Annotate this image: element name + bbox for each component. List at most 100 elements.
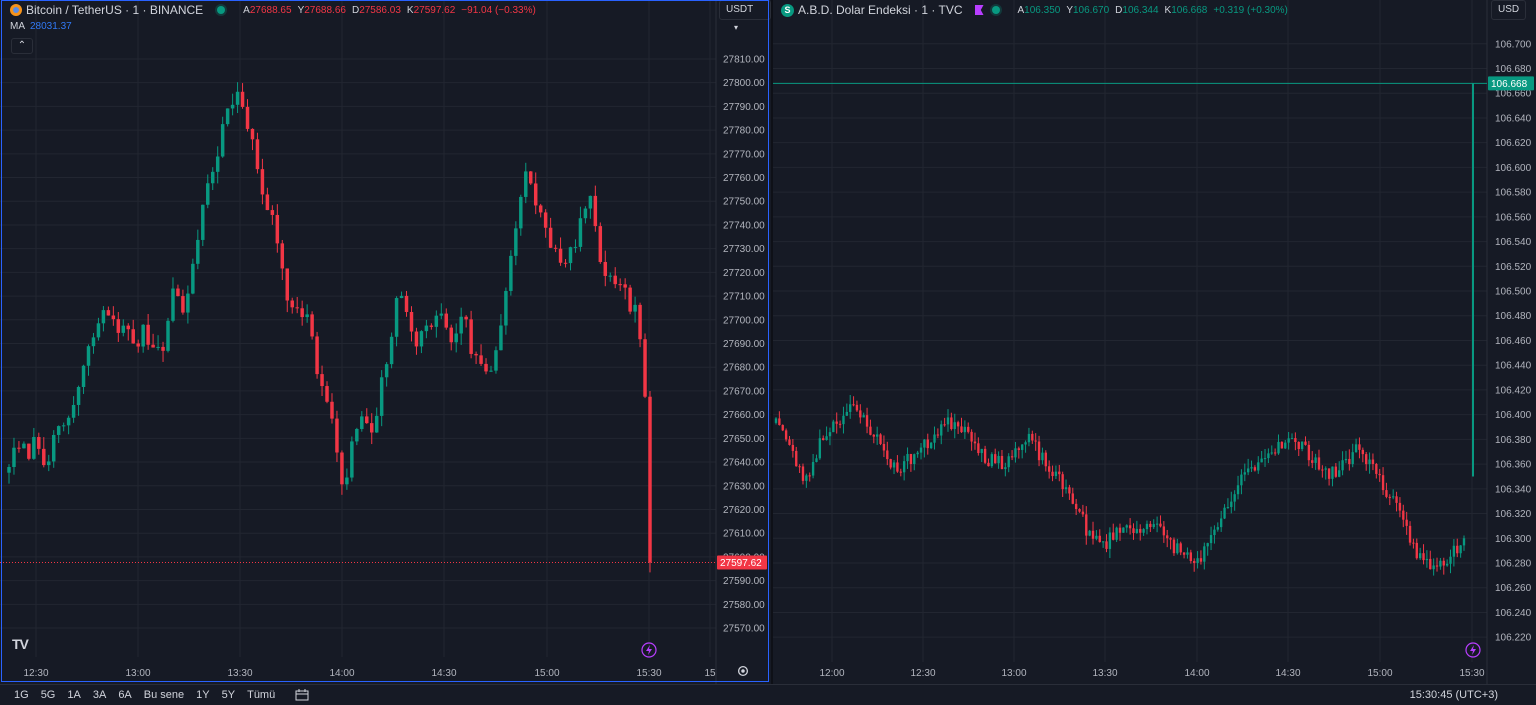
candle-body[interactable] (1064, 487, 1068, 490)
pane-divider[interactable] (771, 0, 773, 684)
candle-body[interactable] (1206, 543, 1209, 547)
candle-body[interactable] (1246, 468, 1250, 473)
candle-body[interactable] (1037, 441, 1041, 461)
calendar-goto-date-icon[interactable] (295, 689, 309, 701)
candle-body[interactable] (940, 424, 943, 436)
candle-body[interactable] (136, 343, 140, 347)
candle-body[interactable] (855, 404, 859, 411)
candle-body[interactable] (161, 346, 165, 351)
candle-body[interactable] (1277, 441, 1280, 454)
candle-body[interactable] (1327, 468, 1331, 479)
candle-body[interactable] (459, 316, 463, 334)
candle-body[interactable] (191, 263, 195, 294)
candle-body[interactable] (1273, 452, 1277, 454)
candle-body[interactable] (439, 313, 444, 316)
candle-body[interactable] (131, 329, 135, 344)
tradingview-logo[interactable]: TV (12, 636, 29, 652)
candle-body[interactable] (230, 104, 235, 109)
candle-body[interactable] (628, 287, 632, 312)
candle-body[interactable] (913, 454, 916, 465)
candle-body[interactable] (1280, 441, 1284, 449)
candle-body[interactable] (578, 218, 583, 247)
candle-body[interactable] (1074, 503, 1078, 509)
candle-body[interactable] (865, 415, 869, 427)
candle-body[interactable] (842, 415, 845, 425)
candle-body[interactable] (1078, 508, 1081, 512)
candle-body[interactable] (1058, 471, 1061, 475)
range-button-5y[interactable]: 5Y (221, 689, 236, 701)
range-button-1a[interactable]: 1A (67, 689, 81, 701)
candle-body[interactable] (96, 323, 101, 338)
candle-body[interactable] (1425, 558, 1429, 561)
candle-body[interactable] (1405, 519, 1408, 526)
candle-body[interactable] (1122, 527, 1125, 533)
candle-body[interactable] (784, 430, 788, 440)
candle-body[interactable] (1152, 524, 1155, 528)
candle-body[interactable] (474, 353, 478, 356)
candle-body[interactable] (305, 314, 309, 318)
candle-body[interactable] (225, 108, 230, 125)
candle-body[interactable] (593, 195, 598, 227)
candle-body[interactable] (1415, 542, 1418, 559)
candle-body[interactable] (1361, 449, 1365, 455)
candle-body[interactable] (859, 410, 862, 418)
candle-body[interactable] (1300, 441, 1304, 449)
candle-body[interactable] (1203, 546, 1206, 562)
candle-body[interactable] (1314, 457, 1317, 463)
candle-body[interactable] (936, 434, 940, 436)
candle-body[interactable] (394, 298, 399, 337)
candle-body[interactable] (12, 447, 16, 468)
candle-body[interactable] (1331, 466, 1334, 479)
candle-body[interactable] (1230, 501, 1233, 508)
candle-body[interactable] (1408, 525, 1412, 543)
candle-body[interactable] (51, 434, 56, 462)
candle-body[interactable] (889, 459, 892, 468)
candle-body[interactable] (828, 432, 832, 437)
candle-body[interactable] (1462, 538, 1466, 546)
candle-body[interactable] (1169, 538, 1172, 540)
candle-body[interactable] (524, 171, 528, 197)
candle-body[interactable] (879, 434, 882, 444)
candle-body[interactable] (1219, 518, 1223, 528)
candle-body[interactable] (967, 426, 970, 432)
candle-body[interactable] (1253, 467, 1257, 471)
candle-body[interactable] (479, 355, 483, 364)
candle-body[interactable] (1027, 433, 1031, 443)
candle-body[interactable] (869, 426, 872, 435)
candle-body[interactable] (315, 336, 319, 375)
candle-body[interactable] (166, 320, 170, 351)
gear-icon[interactable] (736, 664, 750, 678)
candle-body[interactable] (1263, 458, 1267, 460)
candle-body[interactable] (618, 284, 622, 286)
candle-body[interactable] (1459, 545, 1462, 554)
candle-body[interactable] (484, 363, 488, 372)
candle-body[interactable] (7, 467, 11, 473)
candle-body[interactable] (1007, 456, 1010, 468)
lightning-icon[interactable] (1465, 642, 1481, 658)
candle-body[interactable] (849, 404, 852, 412)
candle-body[interactable] (414, 331, 419, 347)
candle-body[interactable] (1260, 458, 1263, 463)
candle-body[interactable] (994, 454, 997, 464)
candle-body[interactable] (633, 304, 637, 312)
range-button-6a[interactable]: 6A (118, 689, 132, 701)
candle-body[interactable] (1021, 444, 1024, 450)
candle-body[interactable] (76, 386, 81, 405)
candle-body[interactable] (1226, 507, 1230, 509)
candle-body[interactable] (275, 214, 280, 244)
candle-body[interactable] (424, 325, 429, 332)
candle-body[interactable] (1166, 535, 1169, 539)
candle-body[interactable] (146, 324, 150, 345)
candle-body[interactable] (1395, 496, 1398, 503)
candle-body[interactable] (795, 450, 798, 467)
candle-body[interactable] (101, 310, 106, 324)
candle-body[interactable] (126, 325, 130, 330)
candle-body[interactable] (1024, 442, 1027, 445)
range-button-3a[interactable]: 3A (92, 689, 107, 701)
candle-body[interactable] (778, 418, 781, 426)
candle-body[interactable] (285, 268, 290, 301)
candle-body[interactable] (648, 396, 652, 563)
candle-body[interactable] (1047, 466, 1051, 472)
candle-body[interactable] (791, 444, 795, 451)
candle-body[interactable] (801, 466, 805, 481)
